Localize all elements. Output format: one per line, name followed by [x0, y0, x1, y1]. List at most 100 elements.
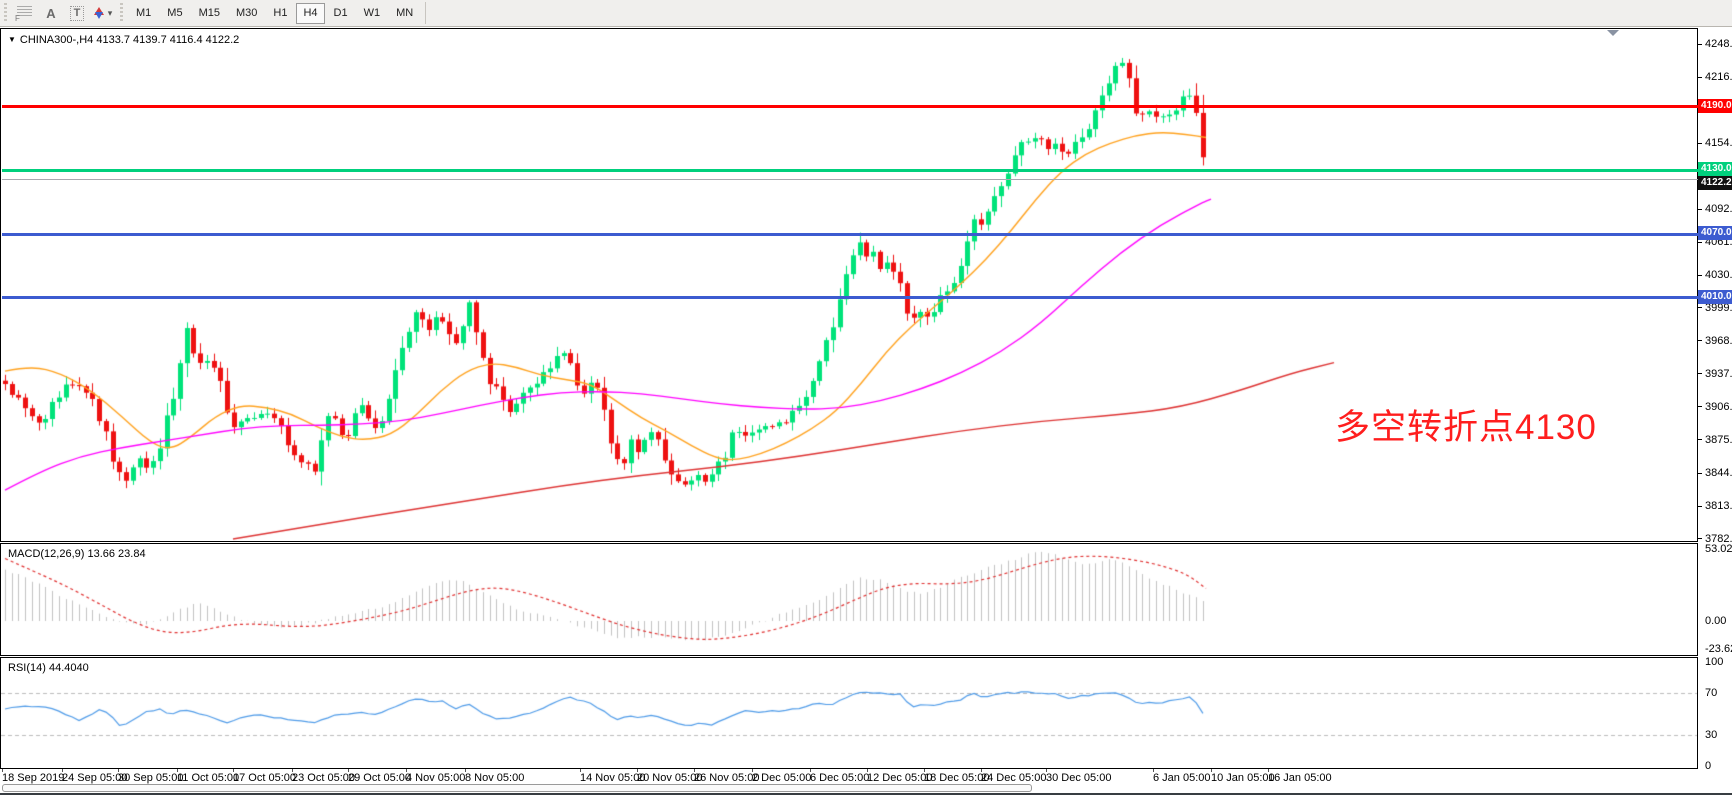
- horizontal-level-line-4010.0[interactable]: [2, 296, 1698, 300]
- price-tick-label: 3875.5: [1705, 433, 1732, 446]
- price-tick-mark: [1698, 208, 1702, 210]
- time-tick-label: 17 Oct 05:00: [233, 772, 296, 784]
- time-tick-label: 12 Dec 05:00: [867, 772, 933, 784]
- text-icon: T: [69, 5, 85, 21]
- drawing-tools-group: F A T ▾: [12, 2, 116, 24]
- macd-canvas[interactable]: [1, 544, 1697, 655]
- price-tick-mark: [1698, 505, 1702, 507]
- timeframe-button-m15[interactable]: M15: [198, 7, 220, 19]
- price-tick-label: 4154.5: [1705, 137, 1732, 150]
- rsi-canvas[interactable]: [1, 658, 1697, 768]
- horizontal-level-line-4190.0[interactable]: [2, 105, 1698, 109]
- price-tick-label: 4216.5: [1705, 71, 1732, 84]
- time-tick-label: 18 Sep 2019: [2, 772, 65, 784]
- price-tick-label: 3937.5: [1705, 367, 1732, 380]
- time-tick-mark: [752, 769, 753, 772]
- time-tick-label: 8 Nov 05:00: [465, 772, 525, 784]
- chart-title-text: CHINA300-,H4 4133.7 4139.7 4116.4 4122.2: [19, 34, 240, 46]
- time-tick-mark: [465, 769, 466, 772]
- time-tick-label: 2 Dec 05:00: [752, 772, 812, 784]
- time-tick-mark: [867, 769, 868, 772]
- timeframe-button-mn[interactable]: MN: [396, 7, 414, 19]
- time-tick-label: 6 Dec 05:00: [810, 772, 870, 784]
- time-tick-mark: [1046, 769, 1047, 772]
- text-label-tool-button[interactable]: A: [38, 2, 64, 24]
- timeframe-toolbar-drag-handle[interactable]: [119, 3, 125, 23]
- chevron-down-icon[interactable]: ▼: [8, 34, 16, 44]
- toolbar-drag-handle[interactable]: [3, 3, 9, 23]
- current-price-badge: 4122.2: [1698, 176, 1732, 190]
- time-tick-mark: [694, 769, 695, 772]
- timeframe-button-w1[interactable]: W1: [363, 7, 381, 19]
- price-tick-label: 3999.5: [1705, 301, 1732, 314]
- price-tick-mark: [1698, 538, 1702, 540]
- timeframe-button-m30[interactable]: M30: [235, 7, 258, 19]
- timeframe-button-d1[interactable]: D1: [333, 7, 348, 19]
- price-axis[interactable]: 4248.04216.54185.54154.54092.54061.54030…: [1698, 28, 1732, 773]
- time-tick-label: 20 Nov 05:00: [637, 772, 703, 784]
- time-tick-mark: [924, 769, 925, 772]
- price-tick-label: 3906.5: [1705, 400, 1732, 413]
- level-price-badge-4010.0: 4010.0: [1698, 289, 1732, 304]
- price-tick-label: 4030.5: [1705, 269, 1732, 282]
- rsi-indicator-panel: RSI(14) 44.4040: [0, 657, 1698, 769]
- price-tick-mark: [1698, 76, 1702, 78]
- arrow-objects-icon: [93, 7, 104, 19]
- timeframe-button-h4[interactable]: H4: [296, 2, 325, 24]
- price-tick-mark: [1698, 373, 1702, 375]
- window-bottom-edge: [0, 793, 1732, 795]
- toolbar-separator: [425, 2, 427, 24]
- rsi-label: RSI(14) 44.4040: [8, 662, 89, 674]
- timeframe-button-m1[interactable]: M1: [136, 7, 152, 19]
- rsi-tick-label: 30: [1705, 729, 1718, 741]
- time-tick-mark: [637, 769, 638, 772]
- time-tick-label: 26 Nov 05:00: [694, 772, 760, 784]
- time-tick-mark: [1211, 769, 1212, 772]
- price-tick-mark: [1698, 472, 1702, 474]
- fibonacci-tool-button[interactable]: F: [12, 2, 38, 24]
- price-tick-label: 3844.0: [1705, 467, 1732, 480]
- macd-tick-label: -23.62: [1705, 643, 1732, 655]
- time-tick-mark: [1153, 769, 1154, 772]
- text-tool-button[interactable]: T: [64, 2, 90, 24]
- time-tick-label: 24 Dec 05:00: [981, 772, 1047, 784]
- macd-label: MACD(12,26,9) 13.66 23.84: [8, 548, 146, 560]
- fibonacci-icon: [17, 6, 32, 17]
- chart-shift-marker-icon[interactable]: [1607, 30, 1619, 36]
- horizontal-scrollbar-thumb[interactable]: [2, 784, 1032, 792]
- rsi-tick-label: 100: [1705, 656, 1724, 668]
- time-tick-label: 10 Jan 05:00: [1211, 772, 1275, 784]
- time-tick-mark: [406, 769, 407, 772]
- toolbar: F A T ▾ M1 M5 M15 M30 H1 H4 D1 W1 MN: [0, 0, 1732, 27]
- time-axis[interactable]: 18 Sep 2019 24 Sep 05:00 30 Sep 05:00 11 Oc…: [0, 769, 1698, 784]
- price-tick-label: 4092.5: [1705, 203, 1732, 216]
- candlestick-chart-canvas[interactable]: [1, 29, 1697, 541]
- level-price-badge-4070.0: 4070.0: [1698, 226, 1732, 241]
- horizontal-level-line-4070.0[interactable]: [2, 232, 1698, 236]
- price-tick-label: 3813.0: [1705, 500, 1732, 513]
- dropdown-caret-icon[interactable]: ▾: [107, 7, 113, 18]
- price-tick-label: 4248.0: [1705, 38, 1732, 50]
- price-tick-mark: [1698, 406, 1702, 408]
- current-price-line: [2, 178, 1698, 180]
- time-tick-mark: [580, 769, 581, 772]
- rsi-tick-label: 70: [1705, 687, 1718, 700]
- price-tick-mark: [1698, 439, 1702, 441]
- macd-indicator-panel: MACD(12,26,9) 13.66 23.84: [0, 543, 1698, 656]
- price-tick-mark: [1698, 307, 1702, 309]
- time-tick-label: 6 Jan 05:00: [1153, 772, 1211, 784]
- price-tick-mark: [1698, 142, 1702, 144]
- price-tick-label: 3782.0: [1705, 532, 1732, 545]
- time-tick-label: 11 Oct 05:00: [177, 772, 240, 784]
- timeframe-group: M1 M5 M15 M30 H1 H4 D1 W1 MN: [128, 2, 421, 24]
- horizontal-level-line-4130.0[interactable]: [2, 168, 1698, 172]
- horizontal-scrollbar-track[interactable]: [0, 784, 1732, 793]
- chart-annotation-text[interactable]: 多空转折点4130: [1335, 408, 1597, 447]
- time-tick-label: 29 Oct 05:00: [348, 772, 411, 784]
- timeframe-button-m5[interactable]: M5: [167, 7, 183, 19]
- arrow-objects-tool-button[interactable]: ▾: [90, 2, 116, 24]
- time-tick-mark: [177, 769, 178, 772]
- time-tick-mark: [981, 769, 982, 772]
- timeframe-button-h1[interactable]: H1: [273, 7, 288, 19]
- rsi-tick-label: 0: [1705, 760, 1712, 773]
